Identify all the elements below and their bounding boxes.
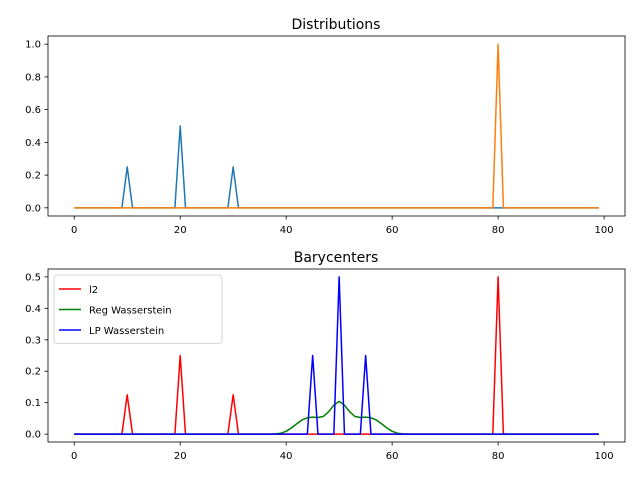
barycenters-plot: Barycenters 0 20 40 60 80 1000.00.10.20.30.40…	[25, 250, 626, 462]
x-tick-label: 80	[492, 451, 505, 462]
series-line-lp-wasserstein	[74, 276, 599, 435]
legend-label: l2	[89, 285, 98, 296]
plot-frame	[47, 35, 626, 217]
series-line-reg-wasserstein	[74, 400, 599, 435]
x-tick-label: 60	[386, 225, 399, 236]
y-tick-label: 1.0	[25, 40, 41, 51]
y-tick-label: 0.0	[25, 203, 41, 214]
distributions-plot: Distributions 0 20 40 60 80 100 0.0 0.2 0.4 0.6 0.…	[25, 17, 626, 236]
series-line-1	[74, 125, 599, 209]
chart-title: Distributions	[292, 17, 381, 33]
x-tick-label: 100	[595, 225, 614, 236]
y-tick-label: 0.0	[25, 430, 41, 441]
x-tick-label: 20	[174, 451, 187, 462]
y-tick-label: 0.2	[25, 367, 41, 378]
x-tick-label: 20	[174, 225, 187, 236]
series-group	[74, 276, 599, 435]
series-line-2	[74, 43, 599, 209]
y-tick-label: 0.1	[25, 398, 41, 409]
y-tick-label: 0.8	[25, 72, 41, 83]
y-tick-label: 0.3	[25, 335, 41, 346]
x-tick-label: 40	[280, 225, 293, 236]
legend-label: Reg Wasserstein	[89, 306, 172, 317]
plot-frame	[47, 268, 626, 443]
legend-label: LP Wasserstein	[89, 326, 164, 337]
legend: l2 Reg Wasserstein LP Wasserstein	[53, 274, 223, 344]
x-tick-label: 0	[71, 225, 77, 236]
y-tick-label: 0.5	[25, 272, 41, 283]
y-tick-label: 0.2	[25, 171, 41, 182]
tick-group: 0 20 40 60 80 100 0.0 0.1 0.2 0.3 0.4 0.5	[25, 272, 614, 462]
x-tick-label: 100	[595, 451, 614, 462]
x-tick-label: 60	[386, 451, 399, 462]
x-tick-label: 0	[71, 451, 77, 462]
legend-box	[53, 274, 223, 344]
chart-title: Barycenters	[294, 250, 379, 266]
y-tick-label: 0.6	[25, 105, 41, 116]
x-tick-label: 80	[492, 225, 505, 236]
y-tick-label: 0.4	[25, 304, 41, 315]
x-tick-label: 40	[280, 451, 293, 462]
tick-group: 0 20 40 60 80 100 0.0 0.2 0.4 0.6 0.8 1.0	[25, 40, 614, 236]
series-group	[74, 43, 599, 209]
y-tick-label: 0.4	[25, 138, 41, 149]
